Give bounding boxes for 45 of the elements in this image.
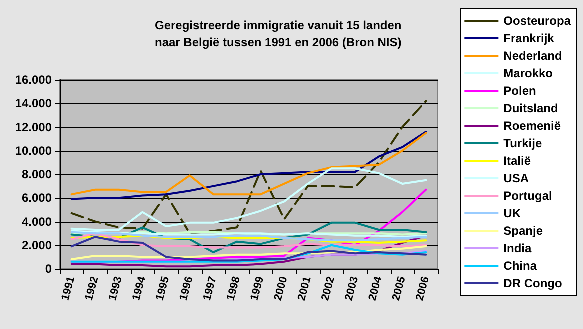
chart-title: Geregistreerde immigratie vanuit 15 landen naar België tussen 1991 en 2006 (Bron NIS) <box>155 18 402 50</box>
y-tick-label: 12.000 <box>15 120 52 134</box>
x-tick-label: 2005 <box>390 275 408 302</box>
x-tick-label: 1994 <box>130 274 149 302</box>
x-tick-label: 1996 <box>178 275 196 302</box>
legend-label: Oosteuropa <box>504 14 572 28</box>
line-series <box>70 236 428 262</box>
x-tick-label: 1997 <box>201 275 220 302</box>
x-tick-label: 2006 <box>414 275 432 302</box>
legend-label: Duitsland <box>504 102 558 116</box>
legend-label: Frankrijk <box>504 32 555 46</box>
y-tick-label: 14.000 <box>15 96 52 111</box>
legend-label: DR Congo <box>504 276 562 290</box>
legend-label: Italië <box>504 154 532 168</box>
line-series <box>70 232 428 249</box>
legend-label: India <box>504 242 532 256</box>
legend-label: China <box>504 259 538 273</box>
y-tick-label: 8.000 <box>22 168 52 182</box>
y-tick-label: 2.000 <box>22 238 52 252</box>
y-tick-label: 4.000 <box>22 214 52 229</box>
line-series <box>70 234 428 244</box>
legend-label: Turkije <box>504 136 542 150</box>
x-tick-label: 2002 <box>320 275 338 302</box>
y-tick-label: 0 <box>45 262 52 276</box>
x-tick-label: 2003 <box>343 275 362 302</box>
y-tick-label: 6.000 <box>22 191 52 206</box>
legend-label: Spanje <box>504 224 544 238</box>
legend-label: Roemenië <box>504 119 562 133</box>
x-tick-label: 1993 <box>106 275 125 302</box>
legend-label: Nederland <box>504 49 562 63</box>
legend-label: Marokko <box>504 66 554 80</box>
y-tick-label: 16.000 <box>15 73 52 87</box>
legend-label: Polen <box>504 84 536 98</box>
x-tick-label: 2000 <box>272 275 290 302</box>
x-tick-label: 1999 <box>248 275 267 302</box>
x-tick-label: 1998 <box>225 275 243 302</box>
y-tick-label: 10.000 <box>15 144 52 158</box>
x-tick-label: 2004 <box>366 274 385 302</box>
legend-label: USA <box>504 172 530 186</box>
legend-label: Portugal <box>504 189 552 203</box>
x-tick-label: 2001 <box>296 275 314 302</box>
x-tick-label: 1995 <box>154 275 172 302</box>
x-tick-label: 1992 <box>83 275 102 302</box>
legend-label: UK <box>504 206 522 220</box>
x-tick-label: 1991 <box>60 275 78 302</box>
